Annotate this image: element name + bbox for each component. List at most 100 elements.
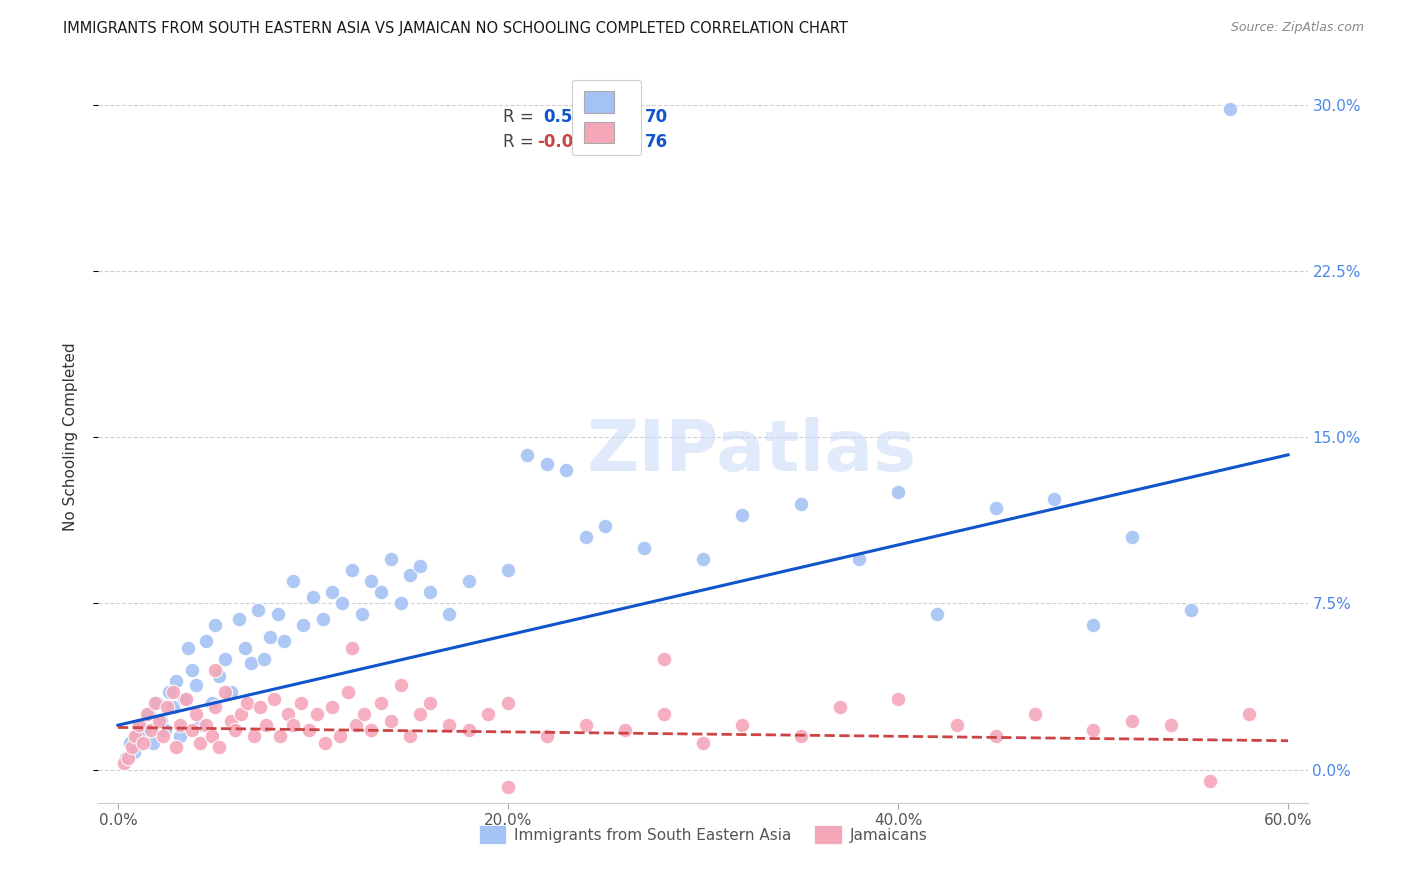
Point: [409, 558, 432, 573]
Point: [298, 723, 321, 737]
Point: [112, 756, 135, 770]
Point: [692, 736, 714, 750]
Point: [984, 729, 1007, 743]
Point: [1081, 723, 1104, 737]
Point: [254, 718, 277, 732]
Point: [247, 603, 270, 617]
Legend: Immigrants from South Eastern Asia, Jamaicans: Immigrants from South Eastern Asia, Jama…: [472, 819, 934, 850]
Point: [208, 669, 231, 683]
Point: [162, 685, 184, 699]
Text: 76: 76: [645, 133, 668, 151]
Text: R =: R =: [503, 133, 540, 151]
Text: 0.580: 0.580: [543, 108, 596, 126]
Point: [124, 729, 146, 743]
Point: [353, 707, 375, 722]
Text: N =: N =: [599, 108, 647, 126]
Point: [259, 630, 281, 644]
Point: [127, 729, 149, 743]
Point: [165, 673, 187, 688]
Point: [789, 497, 811, 511]
Point: [157, 685, 180, 699]
Point: [496, 563, 519, 577]
Point: [1121, 714, 1143, 728]
Point: [139, 723, 162, 737]
Point: [121, 740, 143, 755]
Point: [340, 563, 363, 577]
Point: [536, 729, 558, 743]
Point: [156, 700, 179, 714]
Point: [235, 696, 257, 710]
Point: [283, 574, 305, 589]
Point: [138, 707, 160, 722]
Point: [169, 718, 191, 732]
Point: [321, 585, 343, 599]
Point: [249, 700, 271, 714]
Point: [575, 718, 598, 732]
Point: [652, 651, 675, 665]
Point: [149, 714, 172, 728]
Point: [277, 707, 299, 722]
Text: Source: ZipAtlas.com: Source: ZipAtlas.com: [1230, 21, 1364, 34]
Point: [219, 685, 242, 699]
Point: [595, 518, 617, 533]
Point: [1043, 492, 1066, 507]
Point: [214, 685, 236, 699]
Point: [174, 691, 197, 706]
Point: [181, 663, 204, 677]
Point: [330, 596, 353, 610]
Text: 70: 70: [645, 108, 668, 126]
Point: [1024, 707, 1046, 722]
Point: [169, 729, 191, 743]
Point: [439, 607, 461, 622]
Point: [173, 691, 195, 706]
Point: [409, 707, 432, 722]
Point: [194, 634, 217, 648]
Point: [177, 640, 200, 655]
Point: [419, 585, 441, 599]
Point: [1160, 718, 1182, 732]
Point: [269, 729, 291, 743]
Point: [122, 745, 145, 759]
Point: [380, 552, 402, 566]
Point: [458, 574, 481, 589]
Point: [731, 508, 754, 522]
Point: [329, 729, 352, 743]
Point: [239, 656, 262, 670]
Point: [224, 723, 246, 737]
Point: [117, 751, 139, 765]
Point: [290, 696, 312, 710]
Point: [134, 723, 156, 737]
Point: [496, 780, 519, 795]
Point: [439, 718, 461, 732]
Point: [380, 714, 402, 728]
Point: [152, 729, 174, 743]
Point: [214, 651, 236, 665]
Point: [146, 696, 169, 710]
Point: [253, 651, 276, 665]
Point: [389, 596, 412, 610]
Point: [302, 590, 325, 604]
Point: [153, 723, 176, 737]
Point: [887, 485, 910, 500]
Point: [292, 618, 315, 632]
Point: [789, 729, 811, 743]
Point: [399, 729, 422, 743]
Point: [321, 700, 343, 714]
Point: [477, 707, 499, 722]
Point: [828, 700, 851, 714]
Point: [458, 723, 481, 737]
Point: [731, 718, 754, 732]
Point: [188, 718, 211, 732]
Y-axis label: No Schooling Completed: No Schooling Completed: [63, 343, 77, 532]
Point: [132, 736, 155, 750]
Point: [219, 714, 242, 728]
Point: [575, 530, 598, 544]
Point: [233, 640, 256, 655]
Text: N =: N =: [599, 133, 647, 151]
Point: [184, 678, 207, 692]
Point: [344, 718, 367, 732]
Point: [1199, 773, 1222, 788]
Point: [984, 501, 1007, 516]
Point: [114, 751, 136, 765]
Point: [267, 607, 290, 622]
